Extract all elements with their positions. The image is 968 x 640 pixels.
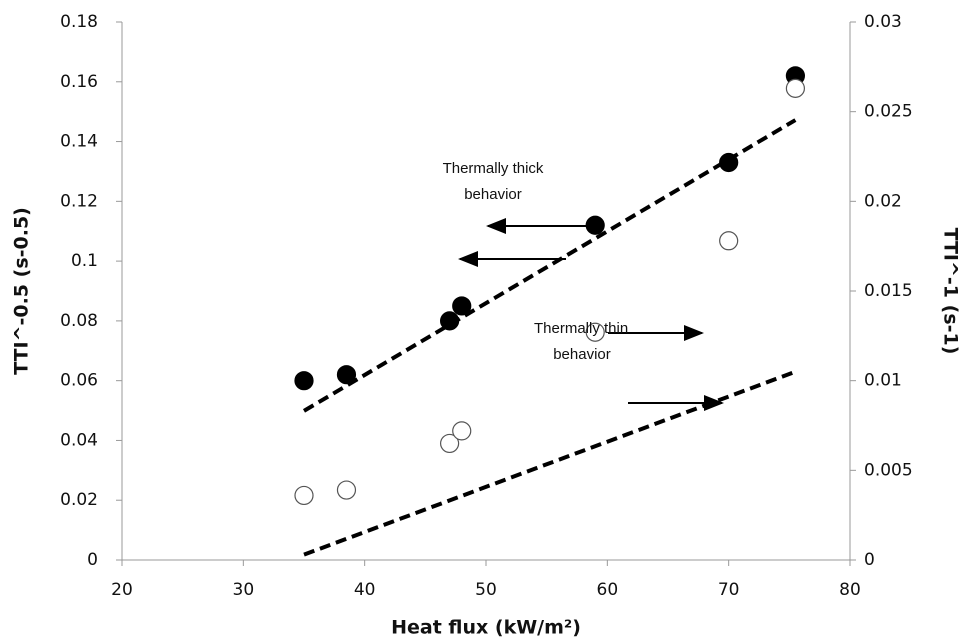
point <box>294 371 314 391</box>
point <box>336 365 357 385</box>
point <box>785 78 806 98</box>
x-tick-label: 40 <box>354 580 376 600</box>
annotation: Thermally thick <box>443 160 544 177</box>
point <box>452 296 472 316</box>
y-tick-label: 0.08 <box>60 311 98 331</box>
x-tick-label: 80 <box>839 580 861 600</box>
annotation: Thermally thin <box>534 320 628 337</box>
trend-line <box>302 118 797 413</box>
annotation: behavior <box>553 346 611 363</box>
point <box>440 433 460 454</box>
y2-tick-label: 0 <box>864 550 875 570</box>
y-tick-label: 0 <box>87 550 98 570</box>
y-tick-label: 0.18 <box>60 12 98 32</box>
y2-tick-label: 0.005 <box>864 460 913 480</box>
point <box>452 421 472 441</box>
point <box>585 322 605 342</box>
y-tick-label: 0.02 <box>60 490 98 510</box>
point <box>336 480 357 500</box>
y2-tick-label: 0.025 <box>864 102 913 122</box>
x-tick-label: 50 <box>475 580 497 600</box>
y2-tick-label: 0.02 <box>864 191 902 211</box>
point <box>719 231 739 251</box>
y-tick-label: 0.04 <box>60 430 98 450</box>
y-tick-label: 0.14 <box>60 132 98 152</box>
annotation: behavior <box>464 186 522 203</box>
y2-tick-label: 0.01 <box>864 371 902 391</box>
y-tick-label: 0.1 <box>71 251 98 271</box>
x-tick-label: 70 <box>718 580 740 600</box>
y2-tick-label: 0.015 <box>864 281 913 301</box>
y-tick-label: 0.06 <box>60 371 98 391</box>
trend-line <box>303 369 797 557</box>
y2-axis-title: TTI^-1 (s-1) <box>940 228 962 355</box>
y2-tick-label: 0.03 <box>864 12 902 32</box>
x-tick-label: 20 <box>111 580 133 600</box>
x-tick-label: 30 <box>233 580 255 600</box>
x-tick-label: 60 <box>597 580 619 600</box>
point <box>585 215 605 235</box>
y-tick-label: 0.12 <box>60 191 98 211</box>
point <box>294 485 314 506</box>
y-axis-title: TTI^-0.5 (s-0.5) <box>11 207 33 375</box>
y-tick-label: 0.16 <box>60 72 98 92</box>
x-axis-title: Heat flux (kW/m²) <box>391 617 581 639</box>
